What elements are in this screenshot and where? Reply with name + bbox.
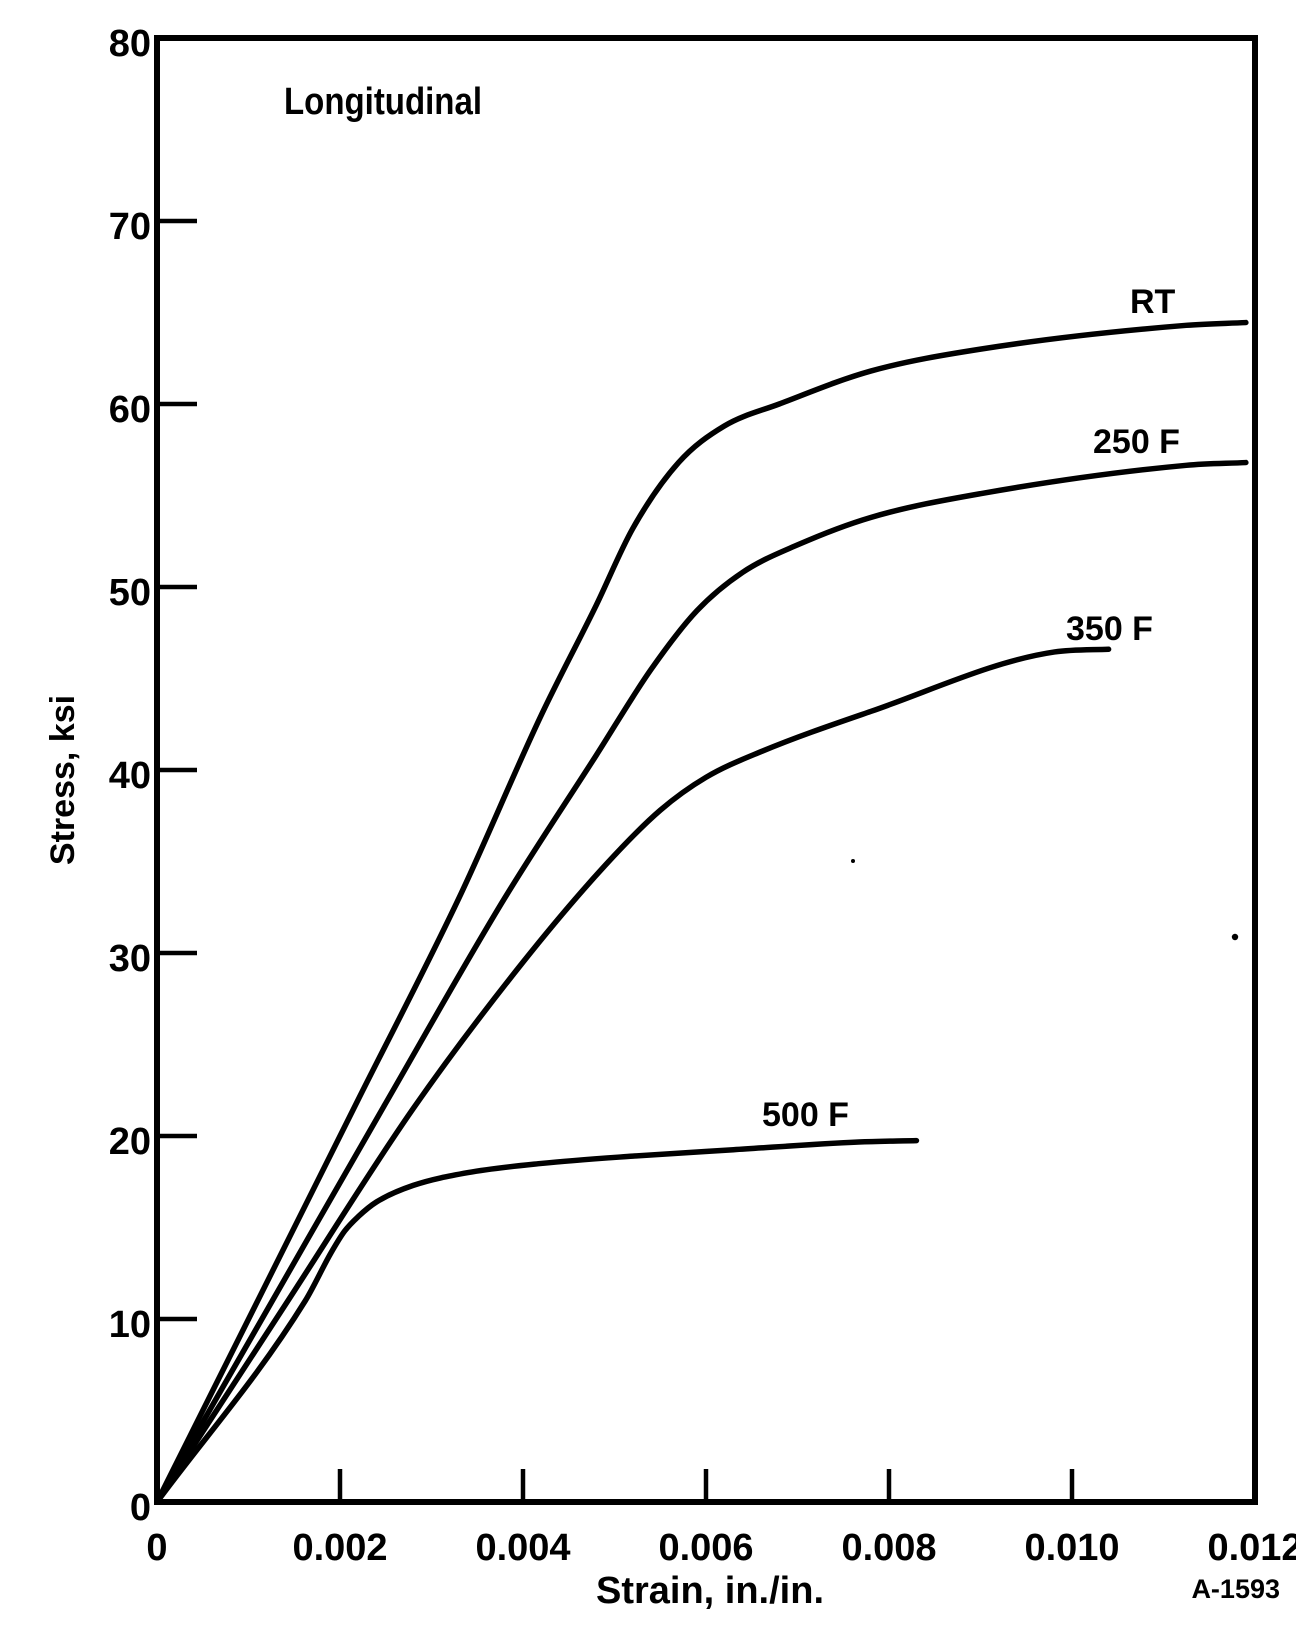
svg-text:0.002: 0.002 (292, 1527, 387, 1569)
svg-text:70: 70 (109, 206, 151, 248)
svg-text:20: 20 (109, 1121, 151, 1163)
svg-text:RT: RT (1130, 283, 1176, 321)
svg-text:Strain, in./in.: Strain, in./in. (596, 1570, 824, 1612)
svg-text:60: 60 (109, 389, 151, 431)
svg-text:40: 40 (109, 755, 151, 797)
svg-text:250 F: 250 F (1093, 423, 1180, 461)
svg-text:0: 0 (130, 1487, 151, 1529)
svg-text:0.012: 0.012 (1207, 1527, 1296, 1569)
svg-text:A-1593: A-1593 (1191, 1574, 1280, 1604)
svg-text:30: 30 (109, 938, 151, 980)
svg-text:Stress, ksi: Stress, ksi (44, 695, 82, 865)
svg-text:80: 80 (109, 23, 151, 65)
svg-text:350 F: 350 F (1066, 610, 1153, 648)
svg-text:0.006: 0.006 (658, 1527, 753, 1569)
svg-text:0: 0 (146, 1527, 167, 1569)
svg-text:0.004: 0.004 (475, 1527, 570, 1569)
svg-text:0.010: 0.010 (1024, 1527, 1119, 1569)
svg-text:10: 10 (109, 1304, 151, 1346)
svg-text:50: 50 (109, 572, 151, 614)
svg-text:0.008: 0.008 (841, 1527, 936, 1569)
svg-text:500 F: 500 F (762, 1096, 849, 1134)
svg-text:Longitudinal: Longitudinal (284, 81, 482, 123)
